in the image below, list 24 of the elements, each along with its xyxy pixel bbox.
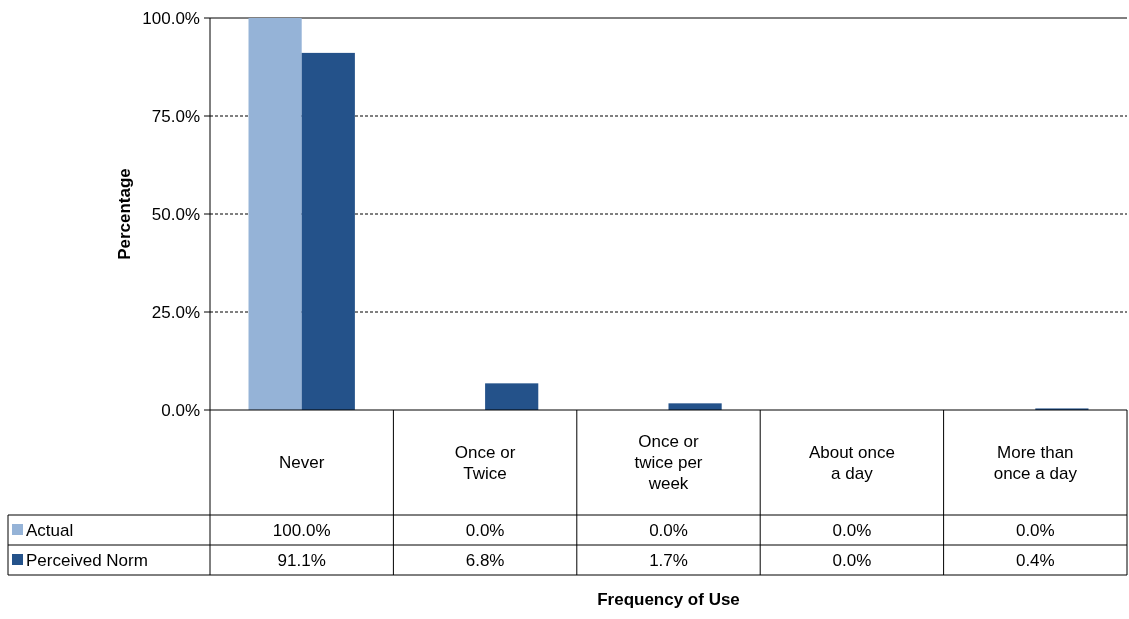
data-label: 0.0% [649, 520, 688, 540]
y-tick-label: 25.0% [151, 302, 200, 322]
data-label: 0.0% [1015, 520, 1055, 540]
text: Frequency of Use [597, 590, 740, 609]
x-tick-label: About once a day [808, 442, 895, 483]
data-label: 0.0% [832, 550, 872, 570]
y-tick-label: 75.0% [151, 106, 200, 126]
x-tick-label: Once or twice per week [634, 432, 703, 494]
y-tick-label: 100.0% [142, 8, 200, 28]
data-label: 0.4% [1015, 550, 1055, 570]
data-label: 1.7% [649, 550, 688, 570]
y-tick-label: 50.0% [151, 204, 200, 224]
x-tick-label: Once or Twice [454, 442, 516, 483]
x-tick-label: Never [279, 453, 325, 473]
data-label: 0.0% [832, 520, 872, 540]
legend-label: Perceived Norm [26, 550, 148, 570]
y-tick-label: 0.0% [161, 400, 200, 420]
data-label: 91.1% [277, 550, 326, 570]
data-label: 100.0% [272, 520, 331, 540]
data-label: 6.8% [465, 550, 505, 570]
x-tick-label: More than once a day [993, 442, 1078, 483]
y-axis-title: Percentage [115, 168, 134, 260]
legend-label: Actual [26, 520, 74, 540]
data-label: 0.0% [465, 520, 505, 540]
